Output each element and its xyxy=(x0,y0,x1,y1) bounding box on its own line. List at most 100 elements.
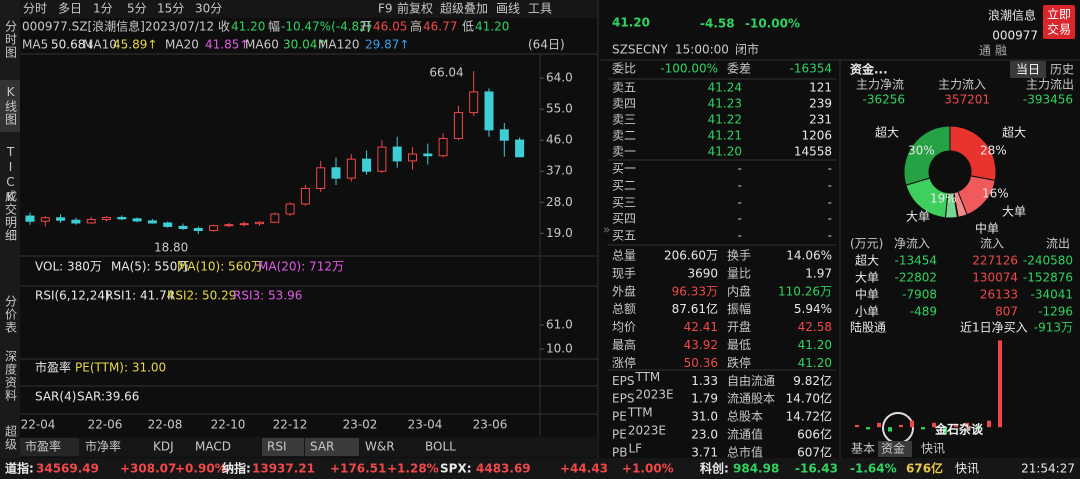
candle-body xyxy=(331,167,341,179)
sidebar-tab[interactable]: K线图 xyxy=(4,85,18,126)
label: -36256 xyxy=(862,93,905,107)
toolbar-tab[interactable]: 分时 xyxy=(23,2,47,16)
indicator-tab-bg[interactable] xyxy=(420,438,469,456)
candle-body xyxy=(377,146,387,172)
label: 中单 xyxy=(855,287,879,302)
ma-name: MA20 xyxy=(165,38,199,52)
hk-bar xyxy=(910,420,914,428)
label[interactable]: 历史 xyxy=(1050,63,1074,77)
indicator-legend: MA(5): 550万 xyxy=(111,260,189,274)
hk-bar xyxy=(877,422,881,428)
indicator-tab[interactable]: 市净率 xyxy=(85,439,121,454)
label: 低 xyxy=(462,20,474,34)
y-tick-label: 10.0 xyxy=(546,342,573,356)
label[interactable]: 快讯 xyxy=(921,442,945,456)
label: 31.0 xyxy=(691,410,718,424)
candle-body xyxy=(193,227,203,232)
label[interactable]: 当日 xyxy=(1016,63,1040,77)
indicator-tab-bg[interactable] xyxy=(80,438,147,456)
label: 807 xyxy=(995,305,1018,319)
indicator-tab-bg[interactable] xyxy=(148,438,189,456)
indicator-legend: 市盈率 xyxy=(35,360,71,375)
toolbar-button[interactable]: 工具 xyxy=(528,2,552,16)
label: -152876 xyxy=(1023,271,1073,285)
indicator-tab[interactable]: 市盈率 xyxy=(25,439,61,454)
toolbar-tab[interactable]: 5分 xyxy=(127,2,147,16)
label[interactable]: 交易 xyxy=(1047,22,1071,37)
label: 357201 xyxy=(944,93,990,107)
label: - xyxy=(828,162,832,176)
label: SZSE xyxy=(612,43,643,57)
period-label[interactable]: (64日) xyxy=(528,38,565,52)
label: 自由流通 xyxy=(727,374,775,388)
ma-value: 41.85↑ xyxy=(205,38,249,52)
candle-body xyxy=(102,216,111,221)
x-tick-label: 22-08 xyxy=(148,418,183,432)
donut-slice xyxy=(903,125,951,186)
label[interactable]: 立即 xyxy=(1047,7,1071,22)
label: 流入 xyxy=(980,237,1004,251)
toolbar-tab[interactable]: 多日 xyxy=(58,2,82,16)
indicator-tab[interactable]: RSI xyxy=(267,440,287,454)
label: 46.77 xyxy=(423,20,457,34)
x-tick-label: 23-02 xyxy=(343,418,378,432)
donut-label: 19% xyxy=(930,192,957,206)
candle-body xyxy=(438,137,448,157)
indicator-tab[interactable]: SAR xyxy=(310,440,334,454)
indicator-tab[interactable]: MACD xyxy=(195,440,231,454)
label: 换手 xyxy=(727,249,751,263)
label: 9.82亿 xyxy=(793,373,832,388)
label[interactable]: 基本 xyxy=(851,442,875,456)
toolbar-button[interactable]: 前复权 xyxy=(397,1,433,16)
label: 超大 xyxy=(855,253,879,268)
tab-active[interactable] xyxy=(878,441,912,457)
indicator-tab[interactable]: KDJ xyxy=(153,440,174,454)
tab-active[interactable] xyxy=(1010,61,1046,78)
sidebar-tab[interactable]: 分价表 xyxy=(4,295,18,334)
label: 陆股通 xyxy=(850,320,886,335)
collapse-icon[interactable]: » xyxy=(603,223,610,237)
candle-body xyxy=(178,225,188,229)
label: 606亿 xyxy=(797,427,832,442)
candle-body xyxy=(484,91,494,131)
label: -13454 xyxy=(894,254,937,268)
label[interactable]: 快讯 xyxy=(955,462,979,476)
sidebar-tab[interactable]: 超级 xyxy=(4,424,18,451)
label: -10.00% xyxy=(745,17,800,31)
candle-body xyxy=(300,187,310,205)
label: 50.36 xyxy=(684,356,718,370)
indicator-tab-bg[interactable] xyxy=(262,438,304,456)
toolbar-tab[interactable]: 1分 xyxy=(93,2,113,16)
indicator-tab[interactable]: W&R xyxy=(365,440,395,454)
sidebar-tab[interactable]: 分时图 xyxy=(4,20,18,59)
toolbar-tab[interactable]: 15分 xyxy=(157,2,184,16)
y-tick-label: 28.0 xyxy=(546,195,573,209)
sidebar-tab[interactable]: 成交明细 xyxy=(4,190,18,242)
label: 总额 xyxy=(612,302,636,316)
label: +1.00% xyxy=(622,462,674,476)
toolbar-button[interactable]: F9 xyxy=(378,2,393,16)
sidebar-tab[interactable]: TICK xyxy=(4,145,18,205)
indicator-tab-bg[interactable] xyxy=(190,438,261,456)
toolbar-button[interactable]: 超级叠加 xyxy=(440,1,488,16)
x-tick-label: 22-06 xyxy=(88,418,123,432)
label: 46.05 xyxy=(373,20,407,34)
label: 41.20 xyxy=(475,20,509,34)
label: 幅 xyxy=(268,19,280,34)
label: 总市值 xyxy=(727,444,763,459)
indicator-tab-bg[interactable] xyxy=(360,438,419,456)
toolbar-button[interactable]: 画线 xyxy=(496,2,520,16)
x-tick-label: 22-12 xyxy=(273,418,308,432)
candle-body xyxy=(515,139,525,158)
label: 34569.49 xyxy=(36,462,99,476)
candle-body xyxy=(86,219,96,224)
indicator-tab-bg[interactable] xyxy=(20,438,79,456)
toolbar-tab[interactable]: 30分 xyxy=(195,2,222,16)
indicator-tab-bg[interactable] xyxy=(305,438,359,456)
sidebar-tab[interactable]: 深度资料 xyxy=(4,350,18,402)
ma-name: MA120 xyxy=(318,38,359,52)
indicator-tab[interactable]: BOLL xyxy=(425,440,456,454)
label[interactable]: 资金 xyxy=(881,441,905,456)
trade-button[interactable] xyxy=(1043,5,1075,39)
